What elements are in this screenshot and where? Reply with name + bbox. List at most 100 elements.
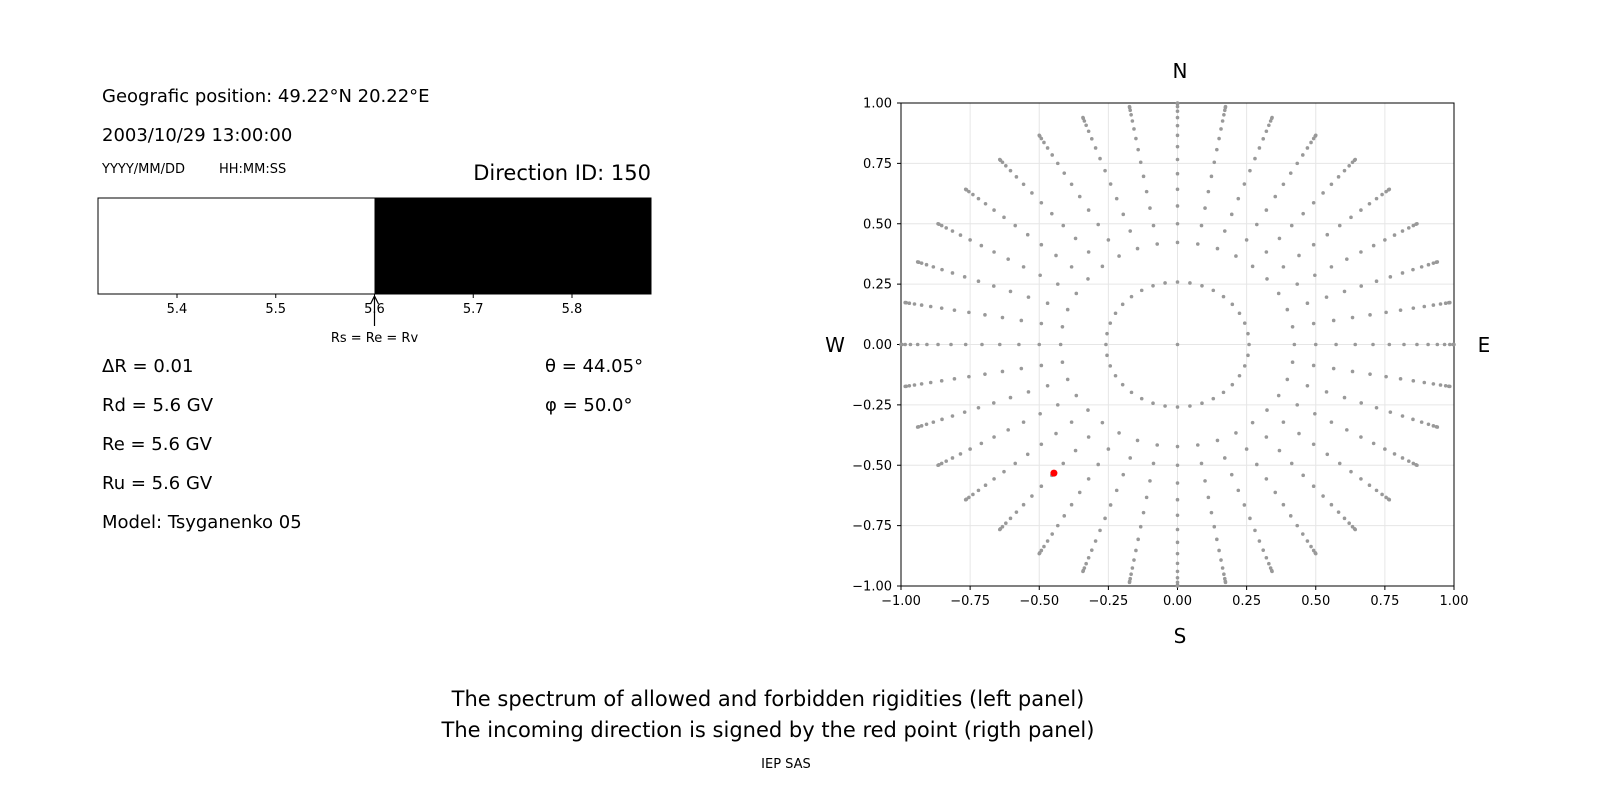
direction-point xyxy=(997,527,1002,532)
direction-point xyxy=(1223,580,1228,585)
direction-point xyxy=(1359,250,1363,254)
direction-point xyxy=(1219,127,1223,131)
direction-point xyxy=(1222,456,1227,460)
direction-point xyxy=(1141,174,1146,179)
direction-point xyxy=(1415,342,1419,347)
direction-point xyxy=(903,384,908,389)
direction-point xyxy=(976,279,981,284)
direction-point xyxy=(1406,226,1411,230)
direction-point xyxy=(1021,420,1026,424)
direction-point xyxy=(1367,483,1372,487)
direction-point xyxy=(1398,308,1403,312)
selected-direction xyxy=(1050,469,1058,477)
direction-point xyxy=(1039,363,1044,368)
direction-point xyxy=(1038,411,1042,416)
direction-point xyxy=(1431,382,1436,386)
direction-point xyxy=(997,157,1002,162)
direction-point xyxy=(1045,383,1050,388)
direction-point xyxy=(1100,264,1105,269)
direction-point xyxy=(979,441,984,446)
direction-point xyxy=(1086,277,1090,281)
direction-point xyxy=(1270,115,1274,120)
direction-point xyxy=(919,303,924,307)
direction-point xyxy=(1411,223,1416,228)
direction-point xyxy=(1086,250,1091,254)
direction-point xyxy=(1096,222,1101,227)
direction-point xyxy=(1229,212,1234,217)
direction-point xyxy=(1219,558,1223,562)
direction-point xyxy=(1431,424,1436,428)
direction-point xyxy=(1329,420,1334,424)
direction-point xyxy=(1265,408,1269,412)
direction-point xyxy=(1384,310,1388,315)
direction-point xyxy=(924,422,929,427)
direction-point xyxy=(1008,395,1013,400)
direction-point xyxy=(1267,123,1271,128)
direction-point xyxy=(1273,194,1278,199)
direction-point xyxy=(1435,260,1440,264)
direction-point xyxy=(1247,342,1251,347)
direction-point xyxy=(1050,532,1055,536)
direction-point xyxy=(1221,294,1226,299)
direction-point xyxy=(1086,129,1091,134)
direction-point xyxy=(1300,532,1305,536)
direction-point xyxy=(1264,208,1269,212)
direction-point xyxy=(991,401,996,405)
direction-point xyxy=(1374,279,1379,284)
date-format: YYYY/MM/DD xyxy=(101,162,185,177)
direction-point xyxy=(1175,157,1180,162)
direction-point xyxy=(1104,342,1108,347)
direction-point xyxy=(1297,253,1301,258)
direction-point xyxy=(1128,108,1133,113)
direction-point xyxy=(1175,584,1180,588)
delta-r: ΔR = 0.01 xyxy=(102,356,193,377)
direction-point xyxy=(944,226,949,230)
direction-point xyxy=(1384,374,1388,379)
direction-point xyxy=(1105,353,1109,358)
direction-point xyxy=(1106,238,1111,242)
direction-point xyxy=(1411,379,1416,383)
direction-point xyxy=(1055,523,1060,528)
direction-point xyxy=(1019,366,1024,371)
direction-point xyxy=(1242,182,1247,186)
direction-point xyxy=(1212,160,1217,165)
direction-point xyxy=(1313,273,1317,278)
direction-point xyxy=(1223,104,1228,109)
direction-point xyxy=(976,488,981,493)
direction-point xyxy=(1128,456,1133,460)
direction-point xyxy=(949,342,953,347)
direction-point xyxy=(1374,488,1379,493)
direction-point xyxy=(1435,342,1440,347)
time-format: HH:MM:SS xyxy=(219,162,286,177)
direction-point xyxy=(1353,527,1358,532)
direction-point xyxy=(1148,206,1152,210)
direction-point xyxy=(1081,115,1085,120)
direction-point xyxy=(1311,484,1316,489)
direction-point xyxy=(1387,497,1392,502)
direction-point xyxy=(1222,229,1227,233)
direction-point xyxy=(1077,490,1082,495)
direction-point xyxy=(1443,301,1448,306)
direction-point xyxy=(1038,273,1042,278)
direction-point xyxy=(1211,288,1216,293)
direction-point xyxy=(1030,494,1034,498)
direction-point xyxy=(1301,473,1305,478)
direction-point xyxy=(915,342,920,347)
spectrum-segment xyxy=(98,198,375,294)
direction-point xyxy=(1030,191,1034,195)
direction-point xyxy=(997,342,1002,347)
direction-point xyxy=(1065,377,1070,382)
direction-point xyxy=(1359,435,1363,439)
direction-point xyxy=(1342,516,1347,521)
direction-point xyxy=(1121,472,1126,477)
direction-point xyxy=(1248,168,1252,173)
direction-point xyxy=(1347,521,1351,525)
direction-point xyxy=(1155,242,1160,246)
direction-point xyxy=(1305,146,1310,150)
direction-point xyxy=(1321,191,1325,195)
direction-point xyxy=(1321,494,1325,498)
direction-point xyxy=(1025,232,1030,237)
direction-point xyxy=(1014,175,1019,179)
direction-point xyxy=(1129,572,1133,577)
x-tick-label: 0.50 xyxy=(1301,594,1330,609)
